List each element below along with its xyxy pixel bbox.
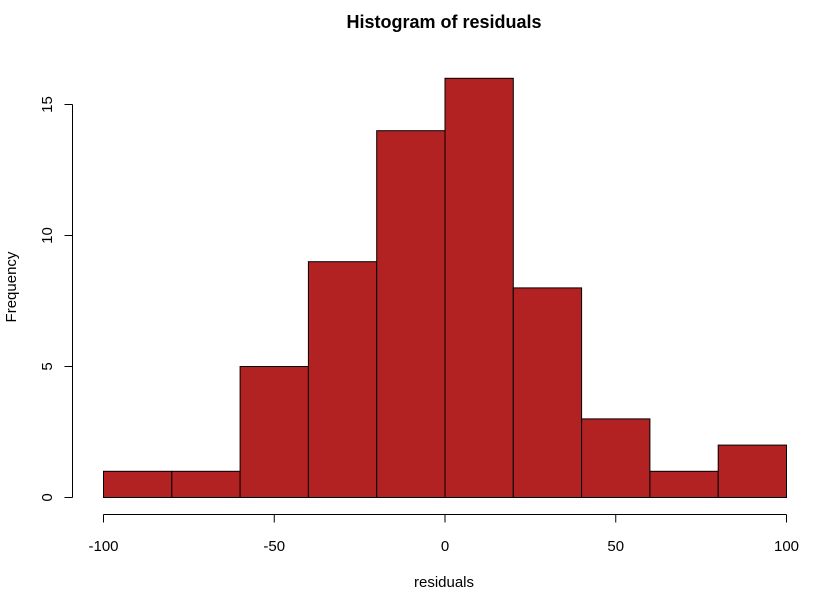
histogram-bar xyxy=(239,366,309,498)
x-tick-label: 50 xyxy=(607,538,624,555)
x-tick-label: 0 xyxy=(441,538,449,555)
chart-title: Histogram of residuals xyxy=(346,12,541,32)
y-axis-label: Frequency xyxy=(3,251,20,322)
y-tick-label: 5 xyxy=(39,362,56,370)
histogram-bar xyxy=(717,444,788,499)
bars-group xyxy=(103,77,788,499)
histogram-bar xyxy=(307,261,378,499)
y-tick-label: 15 xyxy=(39,96,56,113)
y-tick-label: 0 xyxy=(39,493,56,501)
x-tick-label: -100 xyxy=(88,538,118,555)
histogram-bar xyxy=(376,130,446,498)
x-axis: -100 -50 0 50 100 xyxy=(88,514,799,555)
y-axis: 0 5 10 15 xyxy=(39,96,73,502)
y-tick-label: 10 xyxy=(39,227,56,244)
x-axis-label: residuals xyxy=(414,574,474,591)
histogram-bar xyxy=(512,287,583,498)
x-tick-label: -50 xyxy=(263,538,285,555)
histogram-bar xyxy=(171,470,241,498)
histogram-bar xyxy=(649,470,719,498)
histogram-bar xyxy=(581,418,651,498)
histogram-bar xyxy=(103,470,173,498)
histogram-bar xyxy=(444,77,514,499)
x-tick-label: 100 xyxy=(774,538,799,555)
